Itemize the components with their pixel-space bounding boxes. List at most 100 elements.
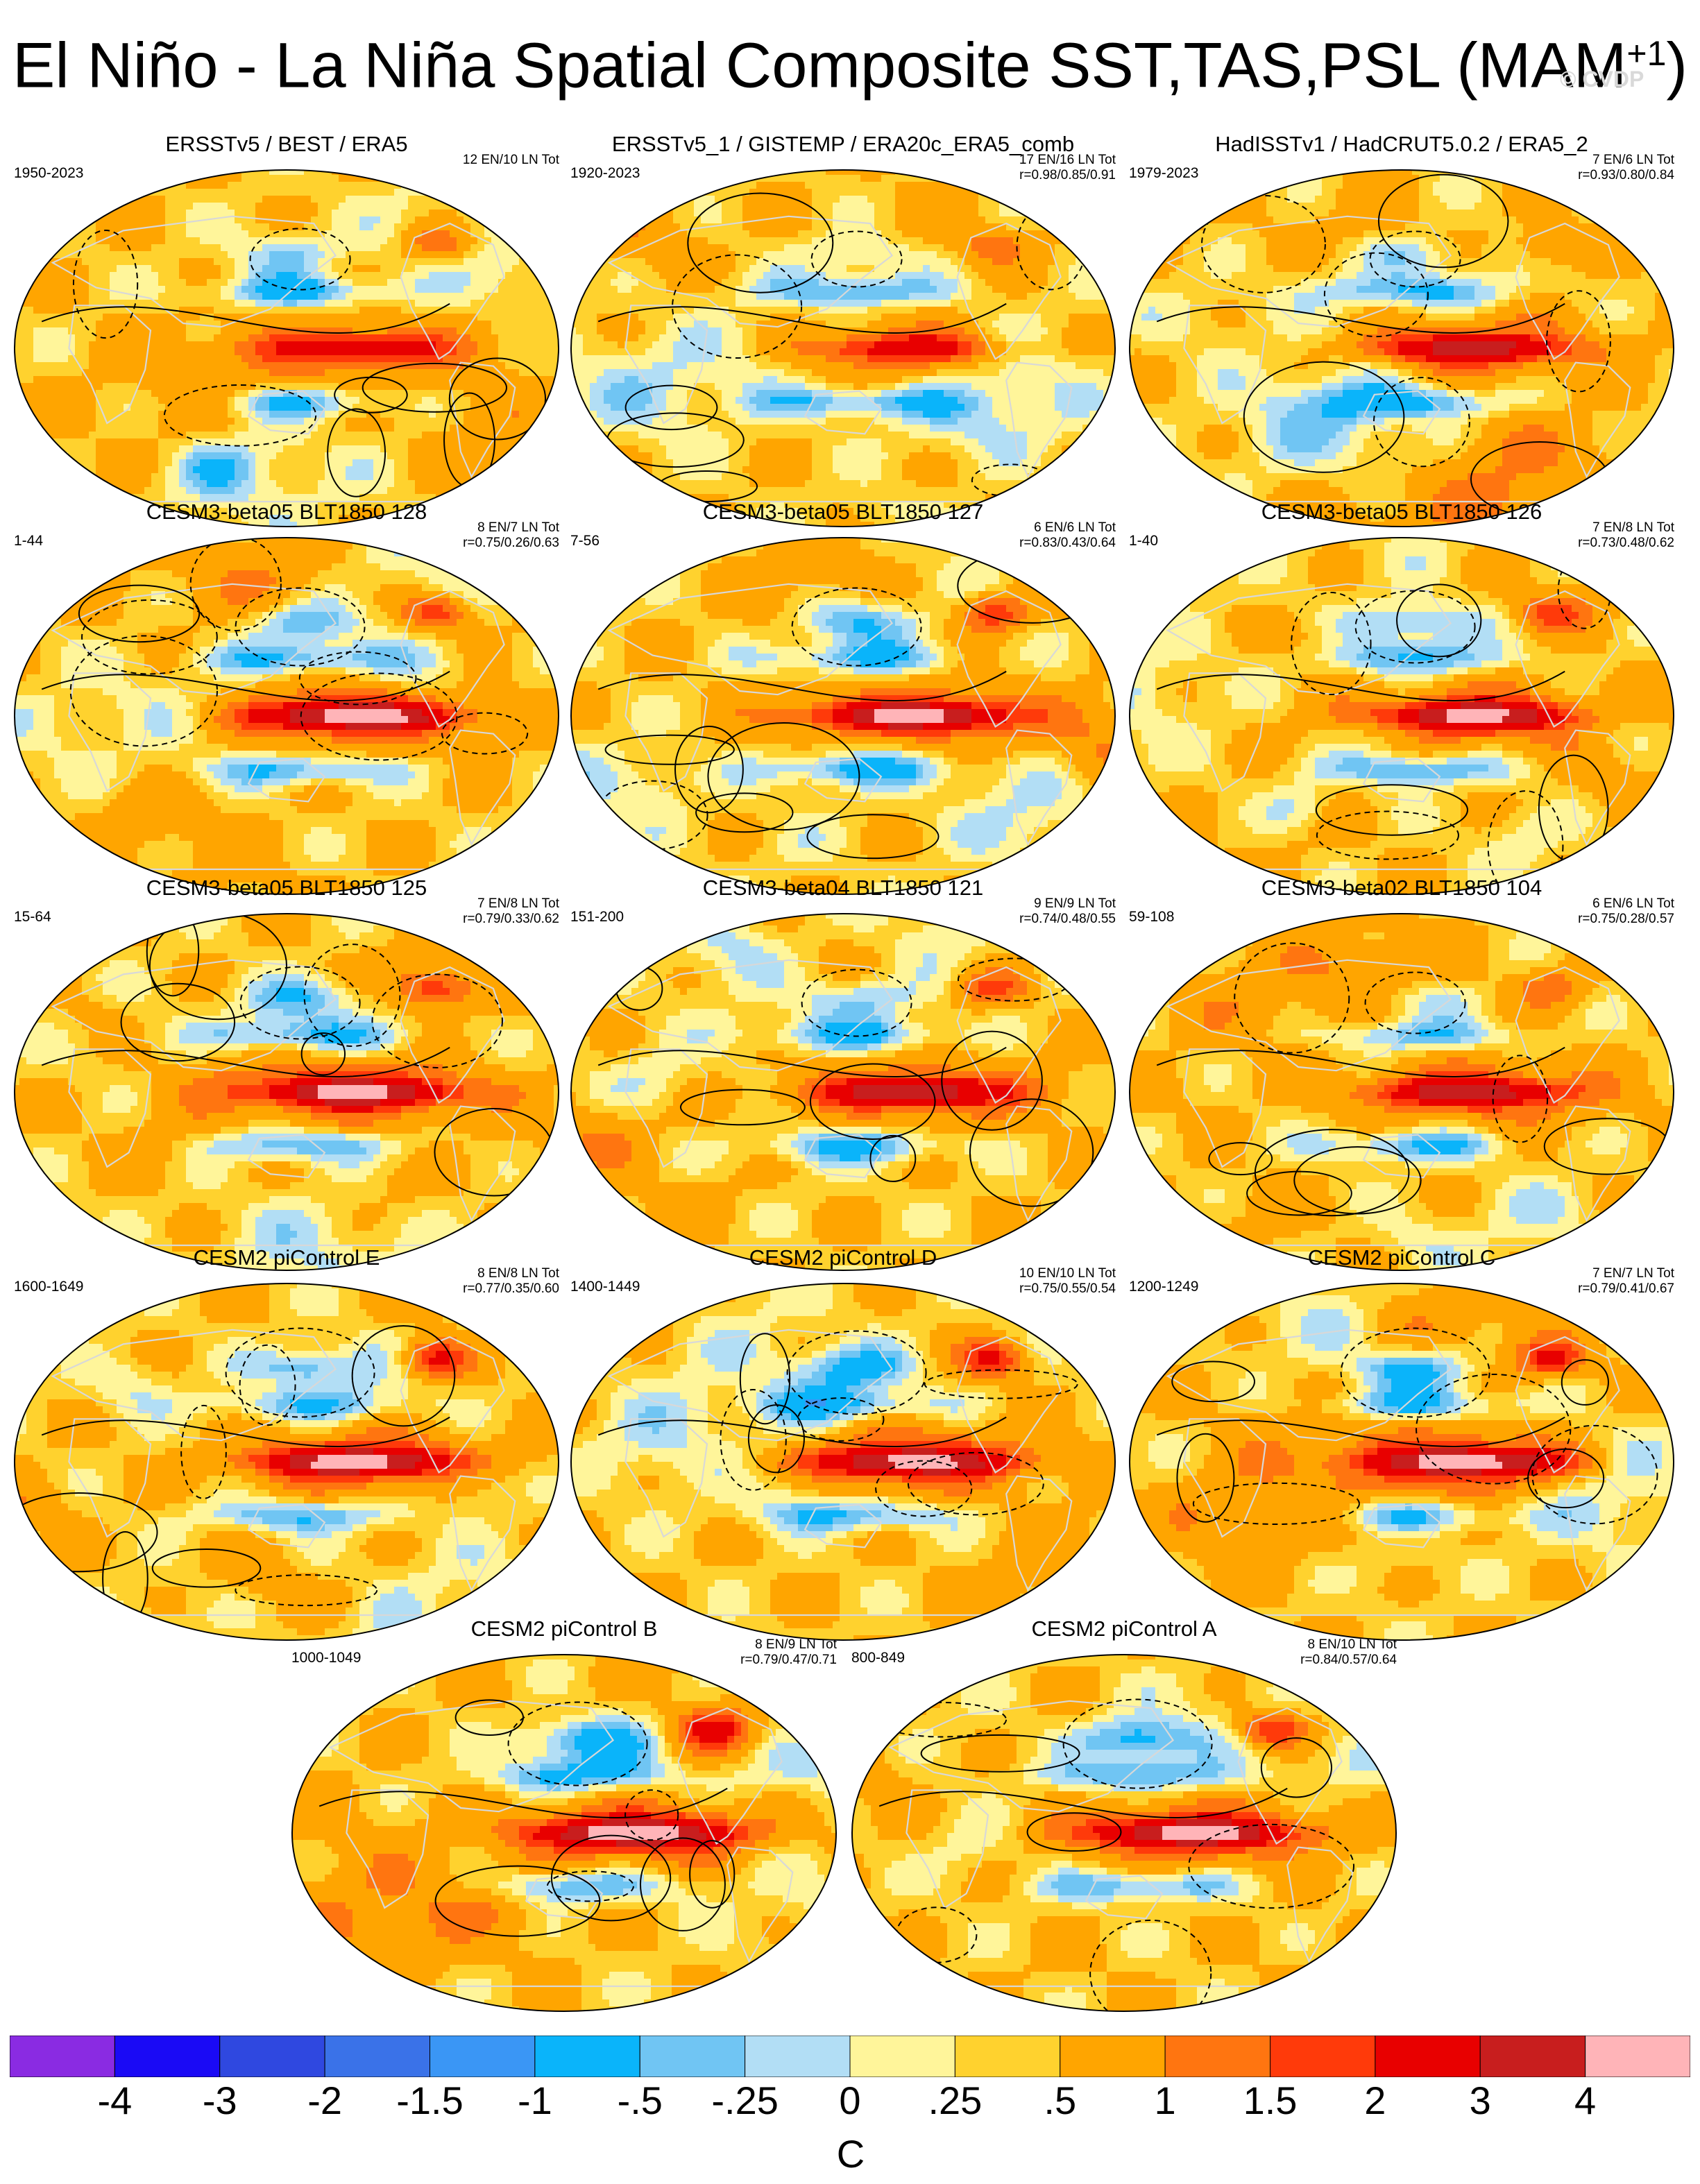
colorbar-tick-label: -1.5 <box>396 2080 464 2122</box>
event-counts: 8 EN/7 LN Tot <box>463 520 559 536</box>
panel-title: CESM2 piControl D <box>569 1245 1117 1270</box>
panel-counts: 7 EN/7 LN Tot r=0.79/0.41/0.67 <box>1578 1266 1674 1297</box>
panel-title: CESM2 piControl B <box>290 1616 838 1641</box>
panel-counts: 17 EN/16 LN Tot r=0.98/0.85/0.91 <box>1019 153 1116 183</box>
panel-counts: 12 EN/10 LN Tot <box>463 153 559 168</box>
panel-title: CESM3-beta02 BLT1850 104 <box>1128 876 1676 901</box>
event-counts: 9 EN/9 LN Tot <box>1019 896 1116 912</box>
colorbar-swatch <box>1479 2036 1586 2077</box>
panel-title: CESM2 piControl C <box>1128 1245 1676 1270</box>
event-counts: 8 EN/10 LN Tot <box>1300 1637 1397 1653</box>
event-counts: 17 EN/16 LN Tot <box>1019 153 1116 168</box>
map-panel: CESM3-beta04 BLT1850 121 151-200 9 EN/9 LN… <box>569 876 1117 1271</box>
composite-map <box>570 537 1116 895</box>
panel-counts: 9 EN/9 LN Tot r=0.74/0.48/0.55 <box>1019 896 1116 927</box>
map-panel: CESM2 piControl C 1200-1249 7 EN/7 LN Tot r… <box>1128 1245 1676 1641</box>
colorbar-tick-label: -.25 <box>711 2080 779 2122</box>
panel-period: 1979-2023 <box>1129 165 1198 182</box>
colorbar-swatch <box>219 2036 325 2077</box>
colorbar-tick-label: 4 <box>1574 2080 1596 2122</box>
colorbar-tick-label: .5 <box>1044 2080 1076 2122</box>
composite-map <box>14 1283 559 1641</box>
colorbar-swatch <box>324 2036 430 2077</box>
panel-title: CESM3-beta05 BLT1850 128 <box>12 500 561 524</box>
panel-period: 1400-1449 <box>570 1279 640 1295</box>
composite-map <box>570 169 1116 527</box>
pattern-correlations: r=0.73/0.48/0.62 <box>1578 536 1674 551</box>
colorbar-swatch <box>534 2036 640 2077</box>
map-panel: HadISSTv1 / HadCRUT5.0.2 / ERA5_2 1979-20… <box>1128 132 1676 527</box>
colorbar-units: C <box>837 2133 865 2175</box>
panel-title: HadISSTv1 / HadCRUT5.0.2 / ERA5_2 <box>1128 132 1676 157</box>
pattern-correlations: r=0.75/0.26/0.63 <box>463 536 559 551</box>
panel-counts: 10 EN/10 LN Tot r=0.75/0.55/0.54 <box>1019 1266 1116 1297</box>
composite-map <box>570 913 1116 1271</box>
panel-counts: 8 EN/8 LN Tot r=0.77/0.35/0.60 <box>463 1266 559 1297</box>
colorbar-swatch <box>1270 2036 1376 2077</box>
colorbar-tick-label: -4 <box>97 2080 132 2122</box>
panel-period: 1-44 <box>14 533 43 549</box>
colorbar-swatch <box>745 2036 851 2077</box>
panel-period: 800-849 <box>851 1650 905 1666</box>
panel-title: CESM3-beta05 BLT1850 127 <box>569 500 1117 524</box>
pattern-correlations: r=0.84/0.57/0.64 <box>1300 1653 1397 1668</box>
colorbar-tick-label: 3 <box>1470 2080 1491 2122</box>
colorbar-tick-label: -.5 <box>618 2080 663 2122</box>
colorbar-swatch <box>1060 2036 1166 2077</box>
panel-period: 1920-2023 <box>570 165 640 182</box>
map-panel: CESM3-beta05 BLT1850 126 1-40 7 EN/8 LN To… <box>1128 500 1676 895</box>
composite-map <box>1129 1283 1674 1641</box>
event-counts: 6 EN/6 LN Tot <box>1019 520 1116 536</box>
panel-title: CESM2 piControl A <box>850 1616 1398 1641</box>
colorbar-tick-label: -3 <box>203 2080 237 2122</box>
watermark: © CVDP <box>1560 67 1644 92</box>
colorbar-swatch <box>114 2036 221 2077</box>
map-panel: ERSSTv5_1 / GISTEMP / ERA20c_ERA5_comb 19… <box>569 132 1117 527</box>
composite-map <box>570 1283 1116 1641</box>
panel-period: 1950-2023 <box>14 165 83 182</box>
panel-counts: 6 EN/6 LN Tot r=0.83/0.43/0.64 <box>1019 520 1116 551</box>
colorbar-swatch <box>430 2036 536 2077</box>
panel-period: 1600-1649 <box>14 1279 83 1295</box>
colorbar-swatch <box>10 2036 115 2077</box>
event-counts: 10 EN/10 LN Tot <box>1019 1266 1116 1281</box>
panel-period: 151-200 <box>570 909 624 925</box>
composite-map <box>1129 913 1674 1271</box>
event-counts: 8 EN/9 LN Tot <box>740 1637 837 1653</box>
pattern-correlations: r=0.98/0.85/0.91 <box>1019 168 1116 183</box>
pattern-correlations: r=0.74/0.48/0.55 <box>1019 912 1116 927</box>
panel-period: 1-40 <box>1129 533 1158 549</box>
map-panel: CESM3-beta05 BLT1850 127 7-56 6 EN/6 LN To… <box>569 500 1117 895</box>
event-counts: 6 EN/6 LN Tot <box>1578 896 1674 912</box>
colorbar-tick-label: .25 <box>928 2080 982 2122</box>
event-counts: 7 EN/8 LN Tot <box>1578 520 1674 536</box>
composite-map <box>851 1654 1397 2012</box>
colorbar-swatch <box>954 2036 1061 2077</box>
colorbar-swatch <box>1585 2036 1690 2077</box>
panel-period: 15-64 <box>14 909 51 925</box>
map-panel: CESM3-beta02 BLT1850 104 59-108 6 EN/6 LN … <box>1128 876 1676 1271</box>
pattern-correlations: r=0.93/0.80/0.84 <box>1578 168 1674 183</box>
figure-title: El Niño - La Niña Spatial Composite SST,… <box>0 15 1700 104</box>
panel-period: 1000-1049 <box>291 1650 361 1666</box>
map-panel: CESM3-beta05 BLT1850 128 1-44 8 EN/7 LN To… <box>12 500 561 895</box>
pattern-correlations: r=0.75/0.55/0.54 <box>1019 1281 1116 1297</box>
pattern-correlations: r=0.83/0.43/0.64 <box>1019 536 1116 551</box>
composite-map <box>14 169 559 527</box>
colorbar-tick-label: 0 <box>839 2080 860 2122</box>
panel-counts: 7 EN/8 LN Tot r=0.79/0.33/0.62 <box>463 896 559 927</box>
colorbar-swatch <box>849 2036 955 2077</box>
colorbar <box>10 2036 1690 2077</box>
composite-map <box>14 537 559 895</box>
composite-map <box>1129 537 1674 895</box>
event-counts: 8 EN/8 LN Tot <box>463 1266 559 1281</box>
composite-map <box>1129 169 1674 527</box>
pattern-correlations: r=0.79/0.33/0.62 <box>463 912 559 927</box>
colorbar-swatch <box>1375 2036 1481 2077</box>
pattern-correlations: r=0.75/0.28/0.57 <box>1578 912 1674 927</box>
panel-title: CESM2 piControl E <box>12 1245 561 1270</box>
composite-map <box>291 1654 837 2012</box>
event-counts: 7 EN/7 LN Tot <box>1578 1266 1674 1281</box>
panel-title: ERSSTv5 / BEST / ERA5 <box>12 132 561 157</box>
event-counts: 7 EN/8 LN Tot <box>463 896 559 912</box>
